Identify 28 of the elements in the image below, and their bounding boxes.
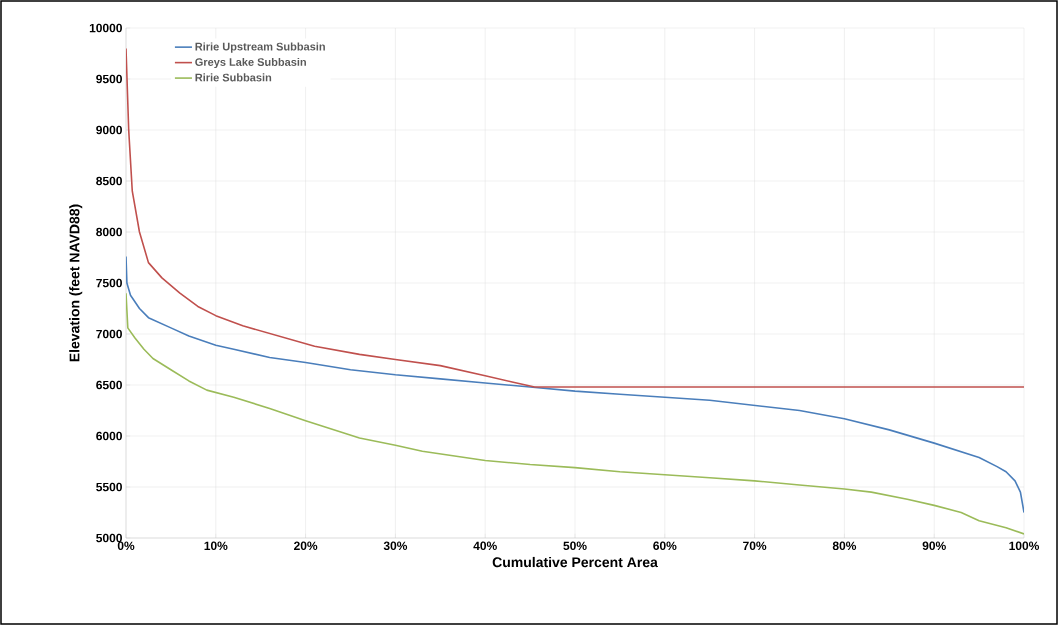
x-tick-label: 70% xyxy=(743,541,767,551)
y-tick-label: 8000 xyxy=(96,227,122,237)
x-tick-label: 90% xyxy=(922,541,946,551)
line-series xyxy=(126,292,1025,535)
x-tick-label: 30% xyxy=(383,541,408,551)
y-tick-label: 7500 xyxy=(96,278,122,288)
x-tick-label: 60% xyxy=(653,541,677,551)
y-tick-label: 9000 xyxy=(96,125,122,135)
y-tick-label: 5500 xyxy=(96,482,122,492)
y-tick-label: 9500 xyxy=(96,74,122,84)
legend-label: Ririe Upstream Subbasin xyxy=(195,42,325,53)
y-tick-label: 5000 xyxy=(96,533,122,543)
x-tick-label: 100% xyxy=(1009,541,1040,551)
y-tick-label: 7000 xyxy=(96,329,122,339)
x-tick-label: 10% xyxy=(204,541,228,551)
x-tick-label: 0% xyxy=(117,541,135,551)
legend-label: Ririe Subbasin xyxy=(195,73,272,82)
y-axis-title: Elevation (feet NAVD88) xyxy=(69,204,83,362)
legend-label: Greys Lake Subbasin xyxy=(195,57,306,69)
x-axis-title: Cumulative Percent Area xyxy=(492,556,658,568)
y-tick-label: 8500 xyxy=(96,176,122,186)
x-tick-label: 80% xyxy=(832,541,857,551)
x-tick-label: 50% xyxy=(563,541,587,551)
x-tick-label: 20% xyxy=(294,541,318,551)
y-tick-label: 6000 xyxy=(96,431,122,441)
y-tick-label: 6500 xyxy=(96,380,122,390)
x-tick-label: 40% xyxy=(473,541,497,551)
y-tick-label: 10000 xyxy=(89,23,122,33)
